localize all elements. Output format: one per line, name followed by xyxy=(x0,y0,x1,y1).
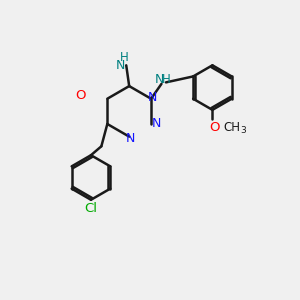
Text: Cl: Cl xyxy=(85,202,98,215)
Text: N: N xyxy=(152,118,161,130)
Text: N: N xyxy=(154,73,164,86)
Text: N: N xyxy=(148,91,157,104)
Text: N: N xyxy=(116,59,125,72)
Text: CH: CH xyxy=(223,121,240,134)
Text: H: H xyxy=(162,73,170,86)
Text: O: O xyxy=(209,121,220,134)
Text: 3: 3 xyxy=(241,126,247,135)
Text: H: H xyxy=(120,51,129,64)
Text: O: O xyxy=(75,89,86,102)
Text: N: N xyxy=(126,132,135,145)
